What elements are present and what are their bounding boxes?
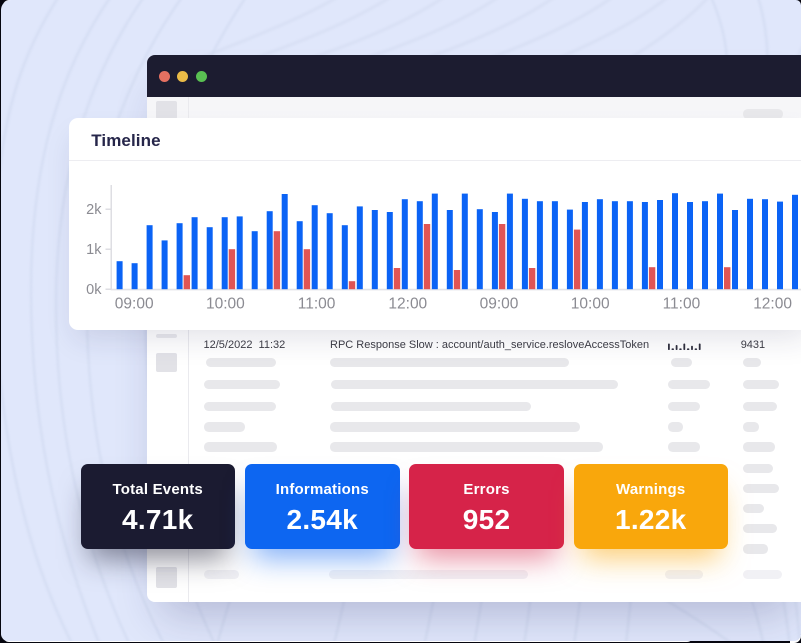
svg-text:10:00: 10:00 bbox=[206, 295, 245, 312]
svg-text:09:00: 09:00 bbox=[115, 295, 154, 312]
svg-text:12:00: 12:00 bbox=[389, 295, 428, 312]
svg-text:12:00: 12:00 bbox=[753, 295, 792, 312]
svg-text:0k: 0k bbox=[86, 282, 102, 298]
svg-text:2k: 2k bbox=[86, 202, 102, 218]
svg-text:09:00: 09:00 bbox=[480, 295, 519, 312]
svg-text:1k: 1k bbox=[86, 242, 102, 258]
svg-text:11:00: 11:00 bbox=[663, 295, 701, 312]
svg-text:10:00: 10:00 bbox=[571, 295, 610, 312]
svg-text:11:00: 11:00 bbox=[298, 295, 336, 312]
